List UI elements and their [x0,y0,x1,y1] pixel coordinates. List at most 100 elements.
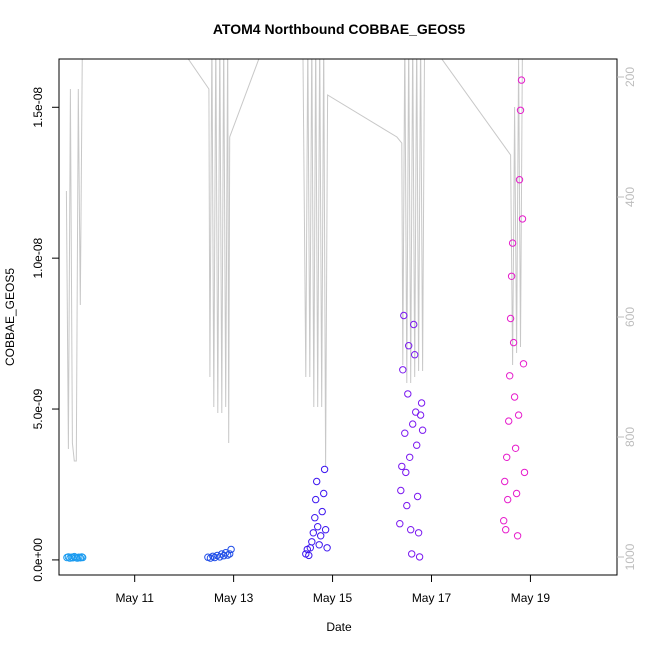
data-point [398,462,406,471]
data-point [209,552,217,560]
data-point [506,372,514,380]
y-tick-label: 5.0e-09 [31,388,45,429]
data-point [224,551,232,559]
y-tick-label: 1.0e-08 [31,237,45,278]
data-point [502,526,510,534]
data-point [405,342,413,350]
y2-tick-label: 200 [623,67,637,87]
data-point [206,554,215,562]
data-point [518,215,527,223]
data-point [509,338,518,347]
series-4 [396,311,427,561]
data-point [514,411,523,419]
data-point [501,477,509,486]
data-point [508,239,517,247]
x-tick-label: May 15 [313,591,353,605]
series-5 [500,76,529,540]
data-point [417,399,426,407]
data-point [415,553,424,561]
data-point [411,351,419,359]
data-point [402,468,410,477]
data-point [510,393,519,401]
data-point [503,453,511,461]
data-point [211,553,219,562]
data-point [416,411,425,419]
data-point [226,550,234,558]
data-point [520,468,529,477]
data-point [406,453,414,461]
y2-tick-label: 600 [623,307,637,327]
data-point [515,176,524,184]
data-point [511,444,520,452]
data-point [397,486,405,495]
data-point [500,517,508,525]
data-point [308,538,316,546]
y2-tick-label: 400 [623,187,637,207]
data-point [517,76,526,84]
x-axis: May 11 May 13 May 15 May 17 May 19 [115,574,551,605]
pressure-line [65,59,523,468]
data-point [408,550,416,558]
data-point [311,514,319,522]
data-point [410,320,418,329]
data-point [506,314,515,323]
data-point [403,501,411,510]
data-point [79,553,87,562]
y2-tick-label: 1000 [623,543,637,570]
plot-frame [58,58,618,576]
pressure-line-layer [65,59,523,468]
data-point [321,526,330,534]
data-point [414,529,423,537]
data-point [413,492,422,501]
series-2 [204,545,235,562]
data-point [222,549,230,557]
data-point [401,429,409,437]
data-point [418,426,427,434]
data-point [320,465,329,474]
data-point [317,532,325,540]
x-tick-label: May 13 [214,591,254,605]
series-3 [302,465,331,560]
chart-title: ATOM4 Northbound COBBAE_GEOS5 [213,21,465,37]
y-tick-label: 0.0e+00 [31,538,45,582]
data-point [505,417,513,425]
data-point [516,106,525,115]
x-tick-label: May 17 [412,591,452,605]
data-point [227,545,235,554]
data-point [507,272,516,280]
scatter-points-layer [63,76,529,562]
series-1 [63,552,87,562]
y2-tick-label: 800 [623,427,637,447]
data-point [73,554,82,562]
x-axis-label: Date [326,620,352,634]
data-point [315,541,323,549]
data-point [519,360,528,368]
data-point [314,523,322,531]
data-point [396,520,404,528]
data-point [409,420,417,428]
data-point [400,311,408,320]
data-point [504,495,512,504]
data-point [309,529,317,537]
data-point [318,507,326,516]
y-tick-label: 1.5e-08 [31,87,45,128]
y2-axis: 200 400 600 800 1000 [617,67,637,570]
y-axis-label: COBBAE_GEOS5 [3,268,17,366]
data-point [305,551,313,560]
data-point [78,553,86,561]
data-point [320,489,328,498]
data-point [513,532,522,540]
x-tick-label: May 11 [115,591,154,605]
data-point [76,554,85,562]
data-point [399,366,407,374]
data-point [313,477,321,486]
data-point [407,526,415,534]
data-point [323,544,331,552]
data-point [312,495,320,504]
data-point [404,390,412,398]
data-point [413,441,421,449]
x-tick-label: May 19 [511,591,551,605]
data-point [512,489,521,498]
y-axis: 0.0e+00 5.0e-09 1.0e-08 1.5e-08 [31,87,59,582]
